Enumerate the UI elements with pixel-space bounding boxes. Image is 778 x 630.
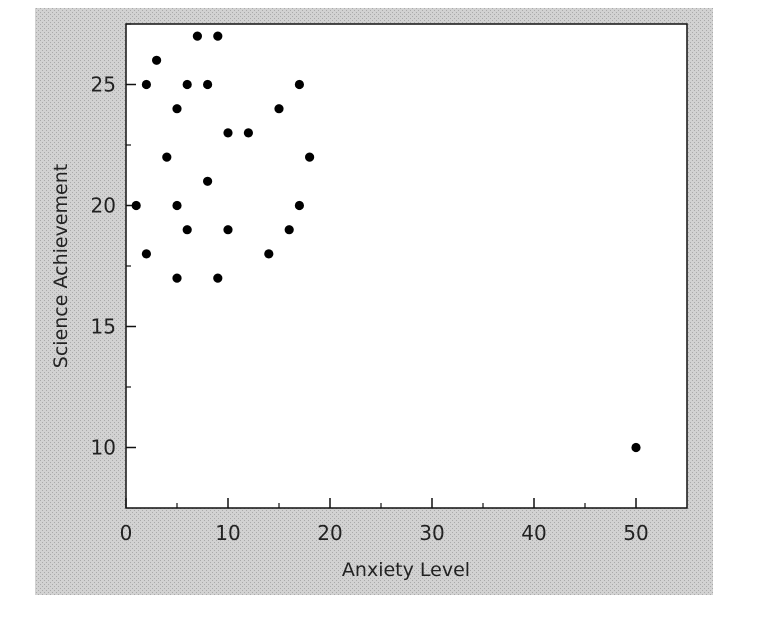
x-axis-tick-labels: 0 10 20 30 40 50: [120, 521, 649, 545]
scatter-point: [284, 225, 294, 235]
scatter-point: [294, 200, 304, 211]
x-tick-label: 50: [623, 521, 648, 545]
scatter-point: [203, 176, 213, 186]
scatter-point: [182, 225, 192, 235]
scatter-point: [203, 79, 213, 90]
scatter-point: [172, 104, 182, 114]
scatter-point: [162, 152, 172, 162]
y-axis-tick-labels: 10 15 20 25: [91, 73, 116, 460]
x-tick-label: 0: [120, 521, 133, 545]
scatter-point: [223, 225, 233, 235]
scatter-point: [182, 79, 192, 90]
scatter-point: [223, 128, 233, 138]
scatter-point: [294, 79, 304, 90]
scatter-point: [172, 200, 182, 211]
scatter-point: [243, 128, 253, 138]
scatter-point: [172, 273, 182, 283]
scatter-point: [131, 200, 141, 211]
x-axis-ticks: [125, 498, 637, 508]
y-axis-ticks: [126, 23, 136, 449]
x-tick-label: 10: [215, 521, 240, 545]
y-tick-label: 25: [91, 73, 116, 97]
scatter-point: [631, 442, 641, 453]
x-tick-label: 20: [317, 521, 342, 545]
scatter-points: [131, 31, 641, 453]
scatter-point: [152, 55, 162, 65]
scatter-point: [141, 79, 151, 90]
y-axis-label: Science Achievement: [50, 164, 72, 368]
scatter-point: [274, 104, 284, 114]
scatter-point: [213, 31, 223, 41]
scatter-point: [192, 31, 202, 41]
scatter-point: [213, 273, 223, 283]
x-tick-label: 30: [419, 521, 444, 545]
x-tick-label: 40: [521, 521, 546, 545]
y-tick-label: 20: [91, 194, 116, 218]
scatter-point: [141, 249, 151, 259]
scatter-point: [264, 249, 274, 259]
scatter-point: [305, 152, 315, 162]
plot-area: [125, 23, 688, 509]
y-tick-label: 15: [91, 315, 116, 339]
x-axis-label: Anxiety Level: [342, 559, 470, 581]
y-tick-label: 10: [91, 436, 116, 460]
